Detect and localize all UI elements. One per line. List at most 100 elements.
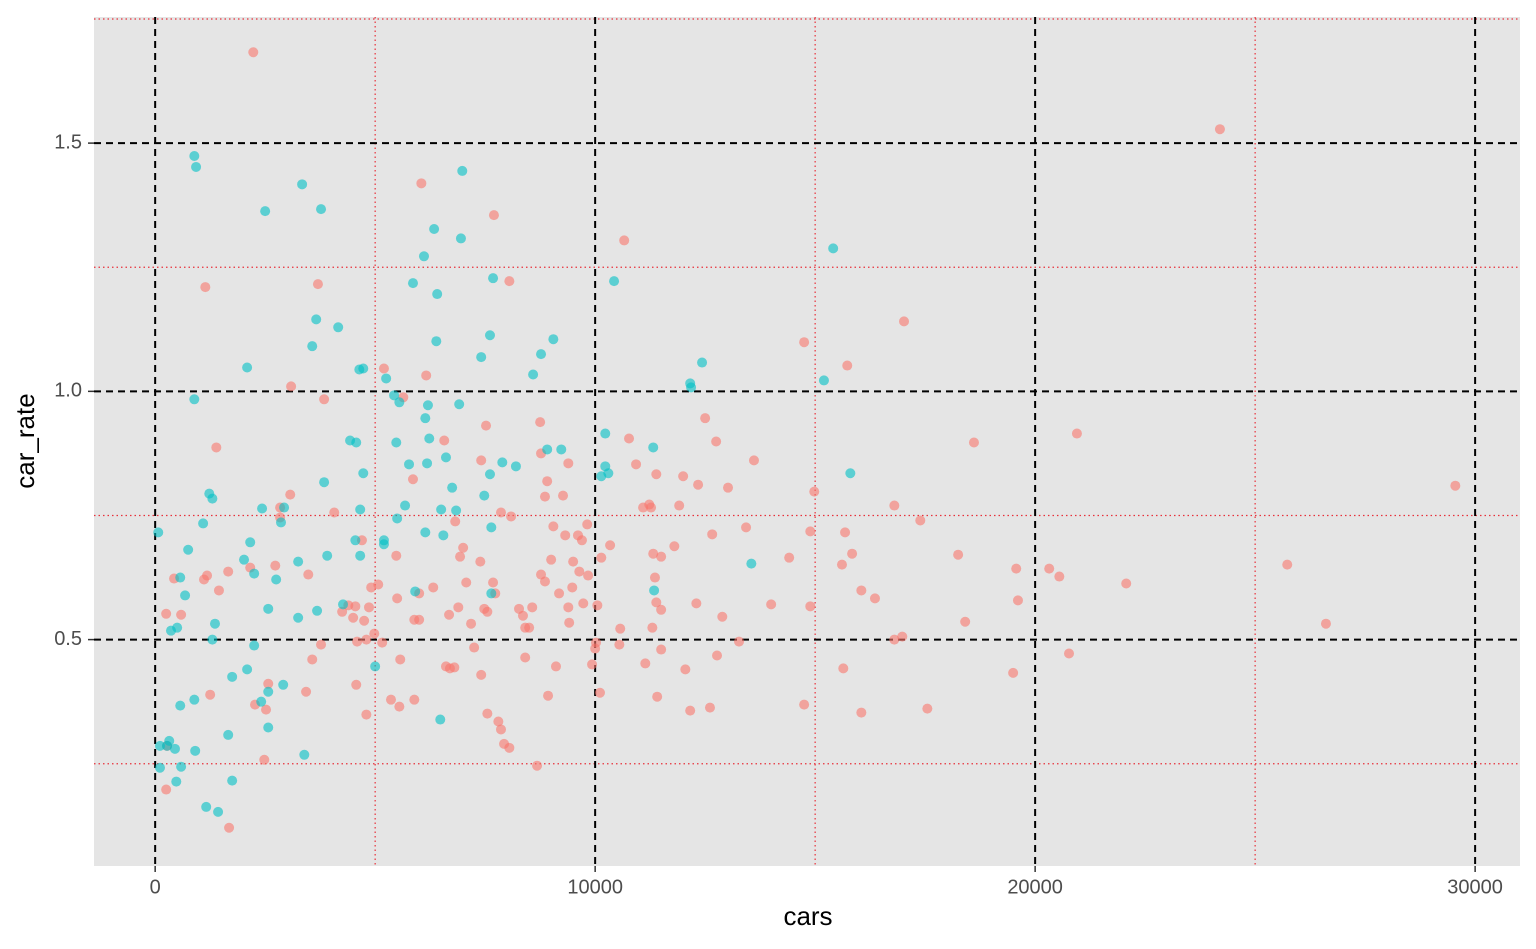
- point: [899, 316, 910, 327]
- point: [249, 640, 260, 651]
- point: [329, 507, 340, 518]
- point: [407, 278, 418, 289]
- point: [527, 602, 538, 613]
- point: [869, 593, 880, 604]
- point: [154, 762, 165, 773]
- point: [198, 518, 209, 529]
- point: [546, 554, 557, 565]
- point: [457, 165, 468, 176]
- point: [175, 700, 186, 711]
- point: [213, 806, 224, 817]
- point: [450, 516, 461, 527]
- x-tick-label: 30000: [1447, 876, 1503, 898]
- point: [615, 623, 626, 634]
- point: [711, 436, 722, 447]
- point: [421, 370, 432, 381]
- point: [568, 556, 579, 567]
- point: [506, 511, 517, 522]
- point: [784, 552, 795, 563]
- point: [838, 663, 849, 674]
- point: [495, 507, 506, 518]
- point: [486, 588, 497, 599]
- point: [550, 661, 561, 672]
- point: [420, 527, 431, 538]
- point: [539, 491, 550, 502]
- point: [504, 742, 515, 753]
- point: [686, 382, 697, 393]
- point: [488, 577, 499, 588]
- point: [263, 603, 274, 614]
- point: [355, 550, 366, 561]
- point: [889, 500, 900, 511]
- point: [198, 574, 209, 585]
- point: [316, 204, 327, 215]
- point: [189, 694, 200, 705]
- point: [542, 444, 553, 455]
- point: [359, 615, 370, 626]
- point: [556, 444, 567, 455]
- point: [270, 560, 281, 571]
- point: [651, 469, 662, 480]
- x-tick-label: 0: [150, 876, 161, 898]
- point: [582, 519, 593, 530]
- point: [392, 513, 403, 524]
- point: [647, 622, 658, 633]
- point: [560, 530, 571, 541]
- point: [539, 576, 550, 587]
- point: [271, 574, 282, 585]
- point: [455, 551, 466, 562]
- point: [674, 500, 685, 511]
- point: [180, 590, 191, 601]
- point: [479, 490, 490, 501]
- point: [648, 548, 659, 559]
- point: [275, 517, 286, 528]
- point: [652, 691, 663, 702]
- point: [211, 442, 222, 453]
- point: [354, 364, 365, 375]
- point: [488, 210, 499, 221]
- y-tick-label: 0.5: [54, 628, 82, 650]
- point: [223, 566, 234, 577]
- point: [453, 602, 464, 613]
- point: [704, 702, 715, 713]
- point: [207, 493, 218, 504]
- point: [175, 572, 186, 583]
- point: [578, 598, 589, 609]
- point: [420, 413, 431, 424]
- point: [154, 740, 165, 751]
- point: [466, 618, 477, 629]
- point: [567, 582, 578, 593]
- point: [189, 151, 200, 162]
- point: [444, 609, 455, 620]
- point: [307, 654, 318, 665]
- point: [455, 233, 466, 244]
- point: [558, 490, 569, 501]
- point: [307, 341, 318, 352]
- plot-panel: [94, 17, 1520, 866]
- point: [548, 334, 559, 345]
- point: [631, 459, 642, 470]
- point: [836, 559, 847, 570]
- point: [207, 634, 218, 645]
- point: [548, 521, 559, 532]
- point: [746, 558, 757, 569]
- point: [486, 522, 497, 533]
- point: [1012, 595, 1023, 606]
- point: [583, 570, 594, 581]
- point: [312, 605, 323, 616]
- point: [1121, 578, 1132, 589]
- point: [748, 455, 759, 466]
- point: [391, 437, 402, 448]
- point: [656, 604, 667, 615]
- point: [350, 601, 361, 612]
- point: [685, 705, 696, 716]
- point: [592, 600, 603, 611]
- point: [361, 634, 372, 645]
- point: [648, 442, 659, 453]
- point: [370, 661, 381, 672]
- point: [587, 659, 598, 670]
- point: [700, 413, 711, 424]
- point: [263, 722, 274, 733]
- point: [171, 776, 182, 787]
- point: [348, 612, 359, 623]
